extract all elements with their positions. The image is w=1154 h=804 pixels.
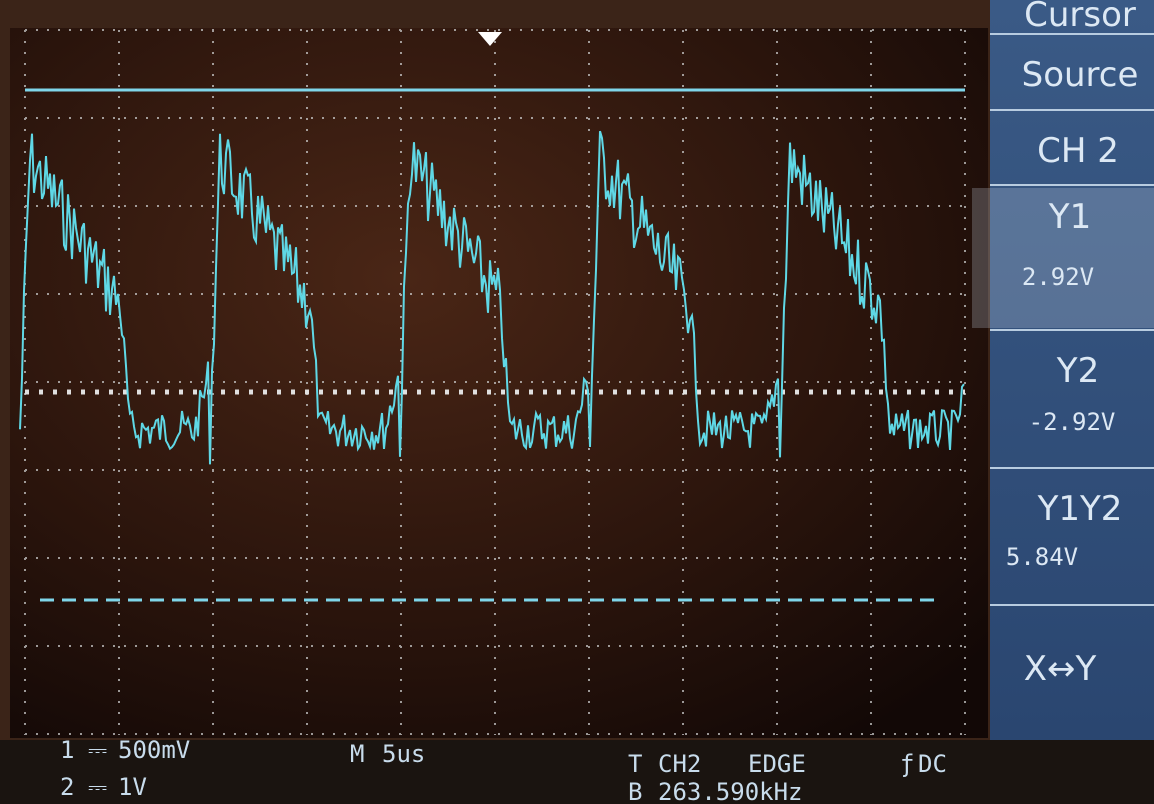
trigger-tag: T xyxy=(628,750,642,778)
ch2-number: 2 xyxy=(60,773,74,801)
menu-value: 5.84V xyxy=(1006,543,1078,571)
ch1-number: 1 xyxy=(60,736,74,764)
menu-item[interactable]: Y1Y2 xyxy=(1037,489,1123,529)
menu-item[interactable]: Y1 xyxy=(1048,197,1091,237)
menu-item[interactable]: CH 2 xyxy=(1037,131,1119,171)
menu-panel xyxy=(990,0,1154,740)
menu-selected xyxy=(972,188,1154,328)
trigger-coupling: DC xyxy=(918,750,947,778)
trigger-position-marker xyxy=(478,32,502,46)
trigger-slope: ƒ xyxy=(900,750,914,778)
menu-value: 2.92V xyxy=(1022,263,1094,291)
trigger-mode: EDGE xyxy=(748,750,806,778)
menu-item[interactable]: Source xyxy=(1022,55,1139,95)
menu-value: -2.92V xyxy=(1029,408,1116,436)
menu-item[interactable]: X↔Y xyxy=(1024,649,1097,689)
frequency-value: 263.590kHz xyxy=(658,778,803,804)
status-bar xyxy=(0,740,1154,804)
menu-item[interactable]: Y2 xyxy=(1056,351,1099,391)
ch1-scale: 500mV xyxy=(118,736,190,764)
ch2-scale: 1V xyxy=(118,773,147,801)
ch2-waveform xyxy=(19,130,965,465)
menu-title: Cursor xyxy=(1024,0,1136,35)
timebase-scale: 5us xyxy=(382,740,425,768)
menu-dividers xyxy=(990,33,1154,606)
timebase-tag: M xyxy=(350,740,364,768)
trigger-source: CH2 xyxy=(658,750,701,778)
ch2-coupling: ⎓ xyxy=(88,773,107,801)
frequency-tag: B xyxy=(628,778,642,804)
ch1-coupling: ⎓ xyxy=(88,736,107,764)
